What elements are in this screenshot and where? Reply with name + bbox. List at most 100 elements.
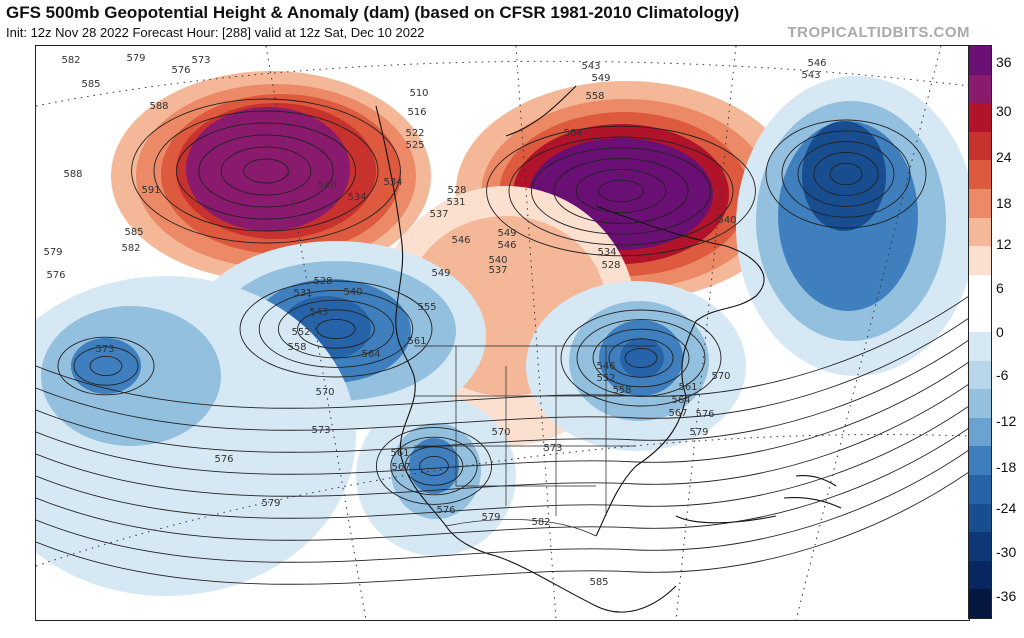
- colorbar-segment: [969, 160, 991, 190]
- colorbar-segment: [969, 246, 991, 276]
- contour-label: 579: [43, 247, 62, 258]
- contour-label: 516: [407, 107, 426, 118]
- colorbar-segment: [969, 74, 991, 104]
- contour-label: 576: [214, 454, 233, 465]
- contour-label: 549: [497, 228, 516, 239]
- contour-label: 573: [311, 425, 330, 436]
- contour-label: 546: [497, 240, 516, 251]
- contour-label: 549: [431, 268, 450, 279]
- contour-label: 576: [436, 505, 455, 516]
- colorbar-segment: [969, 389, 991, 419]
- contour-label: 582: [121, 243, 140, 254]
- anomaly-shading: [36, 71, 969, 596]
- contour-line: [419, 455, 449, 477]
- contour-label: 549: [591, 73, 610, 84]
- contour-labels: 582 5795765735855885885915855825795765735…: [43, 53, 826, 588]
- contour-label: 537: [429, 209, 448, 220]
- colorbar-tick-label: 0: [996, 324, 1004, 340]
- contour-label: 588: [63, 169, 82, 180]
- contour-line: [73, 346, 139, 386]
- contour-line: [598, 179, 644, 203]
- contour-label: 582: [531, 517, 550, 528]
- contour-label: 543: [801, 70, 820, 81]
- contour-label: 555: [417, 302, 436, 313]
- contour-label: 588: [149, 101, 168, 112]
- colorbar-tick-label: 6: [996, 280, 1004, 296]
- contour-line: [486, 125, 756, 257]
- contour-label: 576: [171, 65, 190, 76]
- contour-line: [36, 427, 969, 541]
- colorbar-tick-label: 36: [996, 54, 1012, 70]
- contour-line: [175, 122, 357, 220]
- contour-label: 573: [543, 443, 562, 454]
- colorbar-segment: [969, 274, 991, 304]
- contour-line: [390, 436, 478, 496]
- contour-line: [89, 355, 123, 377]
- height-anomaly-map: 582 579 576 573 585 588 588 591 585 582 579 576 573 5…: [35, 45, 970, 621]
- colorbar-tick-label: -12: [996, 413, 1017, 429]
- map-canvas: 582 5795765735855885885915855825795765735…: [36, 46, 969, 620]
- colorbar-segment: [969, 503, 991, 533]
- contour-line: [592, 328, 690, 388]
- contour-line: [36, 405, 969, 519]
- contour-label: 543: [309, 307, 328, 318]
- contour-label: 540: [343, 287, 362, 298]
- colorbar-segment: [969, 589, 991, 619]
- contour-line: [57, 336, 155, 396]
- colorbar-tick-label: -24: [996, 500, 1017, 516]
- contour-label: 564: [563, 128, 582, 139]
- contour-label: 540: [488, 255, 507, 266]
- contour-line: [36, 295, 969, 409]
- colorbar-segment: [969, 303, 991, 333]
- contour-line: [553, 158, 689, 224]
- contour-label: 567: [391, 462, 410, 473]
- height-contours: [36, 98, 969, 585]
- contour-label: 558: [287, 342, 306, 353]
- contour-label: 591: [141, 185, 160, 196]
- colorbar-tick-label: -30: [996, 544, 1017, 560]
- anomaly-region: [71, 338, 141, 394]
- contour-line: [36, 383, 969, 497]
- contour-label: 558: [612, 385, 631, 396]
- contour-label: 570: [315, 387, 334, 398]
- contour-label: 579: [689, 427, 708, 438]
- contour-label: 567: [668, 408, 687, 419]
- contour-line: [198, 134, 334, 208]
- contour-label: 561: [407, 336, 426, 347]
- contour-line: [624, 347, 658, 369]
- contour-label: 558: [585, 91, 604, 102]
- contour-label: 546: [596, 361, 615, 372]
- colorbar-segment: [969, 217, 991, 247]
- contour-label: 579: [481, 512, 500, 523]
- contour-label: 531: [293, 288, 312, 299]
- colorbar-tick-label: 30: [996, 103, 1012, 119]
- colorbar-tick-label: -18: [996, 459, 1017, 475]
- colorbar-segment: [969, 532, 991, 562]
- contour-line: [560, 309, 722, 407]
- contour-label: 531: [446, 197, 465, 208]
- colorbar-tick-label: 24: [996, 149, 1012, 165]
- contour-line: [829, 162, 863, 186]
- contour-label: 552: [291, 327, 310, 338]
- contour-label: 540: [717, 215, 736, 226]
- coastlines: [375, 85, 842, 613]
- colorbar-segment: [969, 417, 991, 447]
- contour-label: 534: [383, 177, 402, 188]
- contour-line: [220, 146, 312, 196]
- contour-label: 585: [81, 79, 100, 90]
- contour-label: 561: [390, 448, 409, 459]
- colorbar: [968, 45, 992, 619]
- contour-label: 528: [447, 185, 466, 196]
- contour-label: 534: [347, 192, 366, 203]
- contour-line: [36, 317, 969, 431]
- contour-line: [316, 318, 356, 340]
- contour-line: [131, 98, 401, 244]
- contour-line: [530, 147, 712, 235]
- contour-label: 570: [711, 371, 730, 382]
- map-subtitle: Init: 12z Nov 28 2022 Forecast Hour: [28…: [6, 25, 425, 40]
- colorbar-segment: [969, 103, 991, 133]
- anomaly-region: [620, 338, 664, 378]
- contour-label: 528: [601, 260, 620, 271]
- contour-label: 510: [409, 88, 428, 99]
- contour-label: 546: [807, 58, 826, 69]
